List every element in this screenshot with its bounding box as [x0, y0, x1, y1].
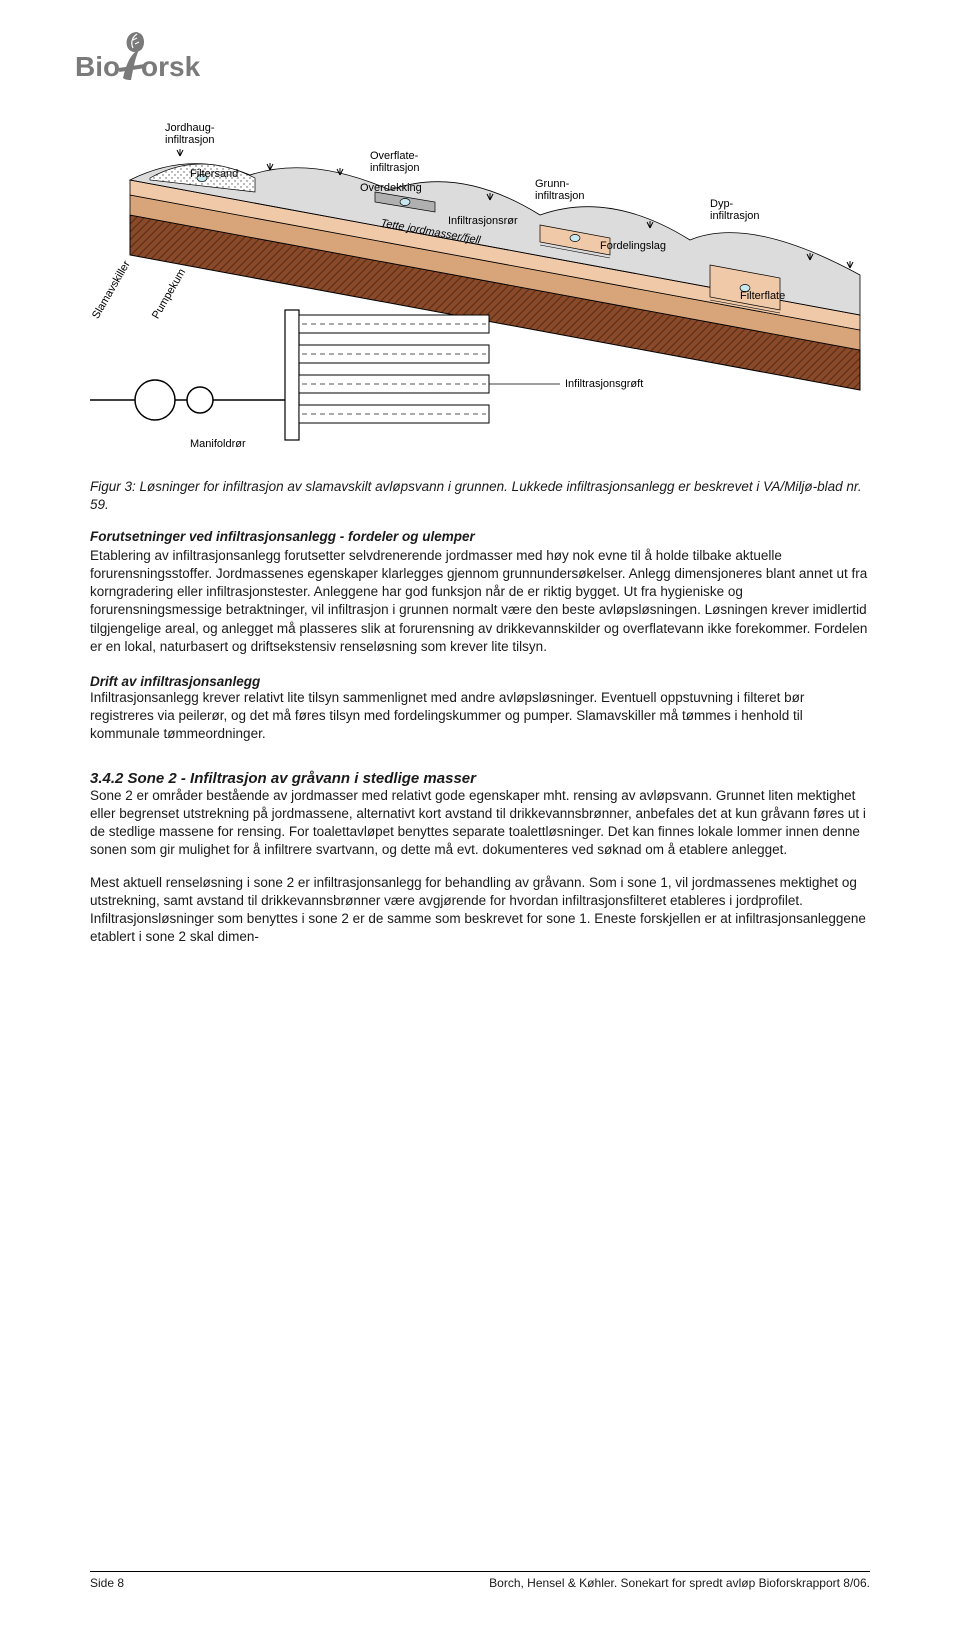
svg-text:Bio: Bio — [75, 51, 120, 82]
label-filtersand: Filtersand — [190, 168, 238, 180]
page-footer: Side 8 Borch, Hensel & Køhler. Sonekart … — [90, 1571, 870, 1590]
paragraph-forutsetninger: Forutsetninger ved infiltrasjonsanlegg -… — [90, 528, 870, 656]
figure-caption: Figur 3: Løsninger for infiltrasjon av s… — [90, 478, 870, 514]
label-dyp: Dyp- infiltrasjon — [710, 198, 760, 222]
bioforsk-logo-icon: Bio orsk — [75, 30, 215, 86]
section-head-sone2: 3.4.2 Sone 2 - Infiltrasjon av gråvann i… — [90, 770, 870, 787]
infiltration-diagram: Jordhaug- infiltrasjon Filtersand Overfl… — [90, 120, 870, 470]
body-sone2-b: Mest aktuell renseløsning i sone 2 er in… — [90, 874, 870, 947]
subhead-drift: Drift av infiltrasjonsanlegg — [90, 674, 870, 689]
logo: Bio orsk — [75, 30, 215, 86]
label-grunn: Grunn- infiltrasjon — [535, 178, 585, 202]
svg-text:orsk: orsk — [141, 51, 201, 82]
body-forutsetninger: Etablering av infiltrasjonsanlegg foruts… — [90, 548, 867, 654]
label-infiltrasjonsgroft: Infiltrasjonsgrøft — [565, 378, 643, 390]
subhead-forutsetninger: Forutsetninger ved infiltrasjonsanlegg -… — [90, 529, 475, 544]
label-jordhaug: Jordhaug- infiltrasjon — [165, 122, 215, 146]
label-fordelingslag: Fordelingslag — [600, 240, 666, 252]
label-infiltrasjonsror: Infiltrasjonsrør — [448, 215, 518, 227]
footer-page: Side 8 — [90, 1576, 124, 1590]
label-filterflate: Filterflate — [740, 290, 785, 302]
label-overflate: Overflate- infiltrasjon — [370, 150, 420, 174]
body-drift: Infiltrasjonsanlegg krever relativt lite… — [90, 689, 870, 744]
label-manifoldror: Manifoldrør — [190, 438, 246, 450]
label-overdekking: Overdekking — [360, 182, 422, 194]
footer-citation: Borch, Hensel & Køhler. Sonekart for spr… — [489, 1576, 870, 1590]
body-sone2-a: Sone 2 er områder bestående av jordmasse… — [90, 787, 870, 860]
